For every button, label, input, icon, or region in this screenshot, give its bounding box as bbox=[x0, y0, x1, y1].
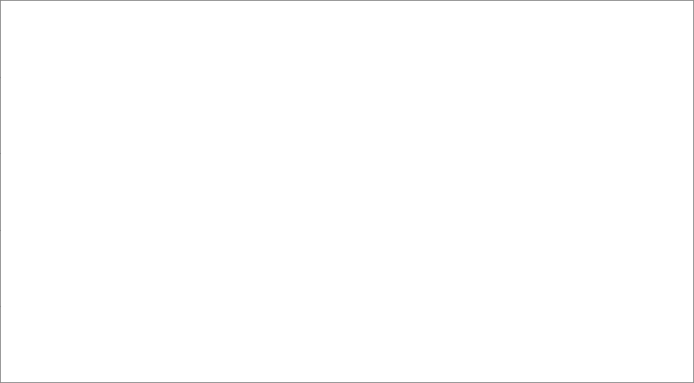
X-axis label: Antibody (μg/ml): Antibody (μg/ml) bbox=[315, 358, 432, 372]
Bar bbox=[603, 92, 660, 330]
Bar bbox=[294, 76, 350, 330]
Bar bbox=[190, 75, 247, 330]
Bar bbox=[87, 75, 144, 330]
Y-axis label: Cell viability (%): Cell viability (%) bbox=[11, 114, 25, 228]
Bar bbox=[396, 99, 453, 330]
Bar bbox=[500, 98, 557, 330]
